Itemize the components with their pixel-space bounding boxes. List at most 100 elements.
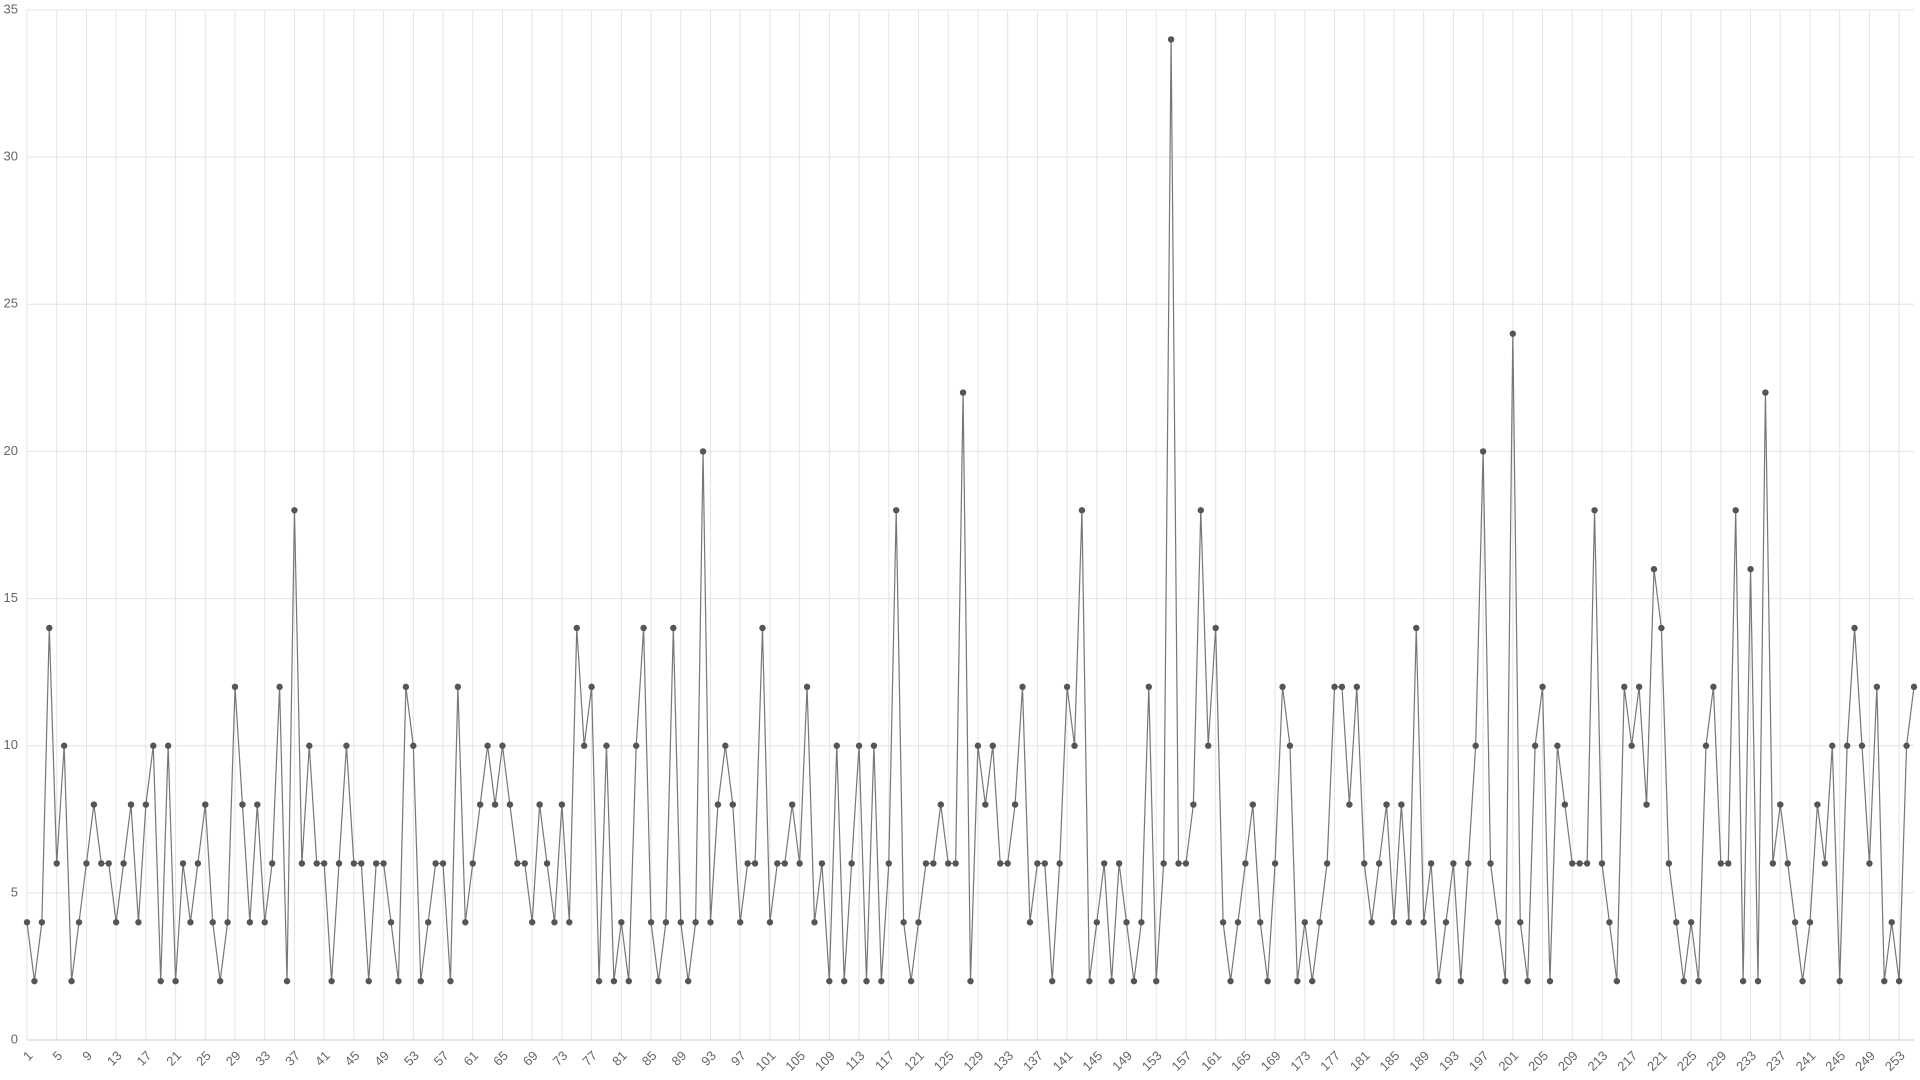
data-point <box>1665 860 1673 867</box>
data-point <box>127 801 135 808</box>
x-tick-label: 145 <box>1079 1048 1105 1074</box>
data-point <box>922 860 930 867</box>
data-point <box>1866 860 1873 867</box>
data-point <box>647 919 655 926</box>
data-point <box>1078 507 1086 514</box>
data-point <box>751 860 759 867</box>
y-tick-label: 30 <box>4 149 18 164</box>
x-tick-label: 69 <box>520 1048 541 1069</box>
data-point <box>1465 860 1472 867</box>
data-point <box>1361 860 1368 867</box>
y-tick-label: 25 <box>4 296 18 311</box>
data-point <box>514 860 521 867</box>
y-tick-label: 5 <box>11 884 18 899</box>
series-line <box>26 39 1915 982</box>
data-point <box>900 919 907 926</box>
x-tick-label: 1 <box>20 1048 36 1064</box>
data-point <box>1227 977 1234 985</box>
x-tick-label: 193 <box>1436 1048 1462 1074</box>
data-point <box>1205 742 1212 749</box>
data-point <box>157 977 164 985</box>
data-point <box>610 977 618 985</box>
x-tick-label: 165 <box>1228 1048 1254 1074</box>
x-tick-label: 13 <box>104 1048 125 1069</box>
x-tick-label: 57 <box>431 1048 452 1069</box>
data-point <box>298 860 306 867</box>
data-point <box>1680 977 1687 985</box>
data-point <box>722 742 729 749</box>
data-point <box>1583 860 1591 867</box>
data-point <box>781 860 788 867</box>
x-tick-label: 253 <box>1882 1048 1908 1074</box>
data-point <box>1346 801 1353 808</box>
data-point <box>1383 801 1390 808</box>
data-point <box>1457 977 1465 985</box>
data-point <box>841 977 848 985</box>
x-tick-label: 197 <box>1466 1048 1492 1074</box>
data-point <box>172 977 179 985</box>
data-point <box>1762 389 1769 396</box>
data-point <box>714 801 722 808</box>
data-point <box>424 919 432 926</box>
data-point <box>491 801 499 808</box>
data-point <box>1673 919 1680 926</box>
data-point <box>1338 683 1346 691</box>
data-point <box>796 860 803 867</box>
data-point <box>833 742 840 749</box>
x-tick-label: 89 <box>668 1048 689 1069</box>
data-point <box>1375 860 1383 867</box>
x-tick-label: 81 <box>609 1048 630 1069</box>
data-point <box>692 919 699 926</box>
x-tick-label: 213 <box>1585 1048 1611 1074</box>
data-point <box>306 742 313 749</box>
data-point <box>387 919 395 926</box>
data-point <box>1353 683 1361 691</box>
data-point <box>1271 860 1279 867</box>
data-point <box>142 801 150 808</box>
data-point <box>75 919 83 926</box>
data-point <box>268 860 276 867</box>
data-point <box>580 742 588 749</box>
data-point <box>1086 977 1093 985</box>
y-tick-label: 15 <box>4 590 18 605</box>
data-point <box>1219 919 1227 926</box>
data-point <box>1598 860 1606 867</box>
data-point <box>684 977 692 985</box>
x-tick-label: 149 <box>1109 1048 1135 1074</box>
data-point <box>365 977 372 985</box>
data-point <box>1702 742 1710 749</box>
data-point <box>53 860 60 867</box>
data-point <box>1829 742 1836 749</box>
x-tick-label: 5 <box>50 1048 66 1064</box>
data-point <box>1130 977 1138 985</box>
data-point <box>1138 919 1145 926</box>
data-point <box>1628 742 1635 749</box>
x-tick-label: 73 <box>550 1048 571 1069</box>
x-tick-label: 161 <box>1198 1048 1224 1074</box>
data-point <box>1910 683 1918 691</box>
data-point <box>506 801 514 808</box>
data-point <box>1487 860 1494 867</box>
data-point <box>417 977 424 985</box>
data-point <box>1851 624 1858 632</box>
x-tick-label: 185 <box>1377 1048 1403 1074</box>
data-point <box>543 860 551 867</box>
x-tick-label: 221 <box>1644 1048 1670 1074</box>
data-point <box>395 977 402 985</box>
data-point <box>254 801 261 808</box>
x-tick-label: 85 <box>639 1048 660 1069</box>
data-point <box>1561 801 1569 808</box>
data-point <box>1576 860 1583 867</box>
x-tick-label: 97 <box>728 1048 749 1069</box>
x-tick-label: 109 <box>812 1048 838 1074</box>
data-point <box>618 919 625 926</box>
data-point <box>1049 977 1056 985</box>
data-point <box>454 683 462 691</box>
data-point <box>343 742 350 749</box>
data-point <box>1739 977 1747 985</box>
data-point <box>945 860 952 867</box>
x-tick-label: 173 <box>1287 1048 1313 1074</box>
y-tick-label: 35 <box>4 1 18 16</box>
data-point <box>1249 801 1257 808</box>
